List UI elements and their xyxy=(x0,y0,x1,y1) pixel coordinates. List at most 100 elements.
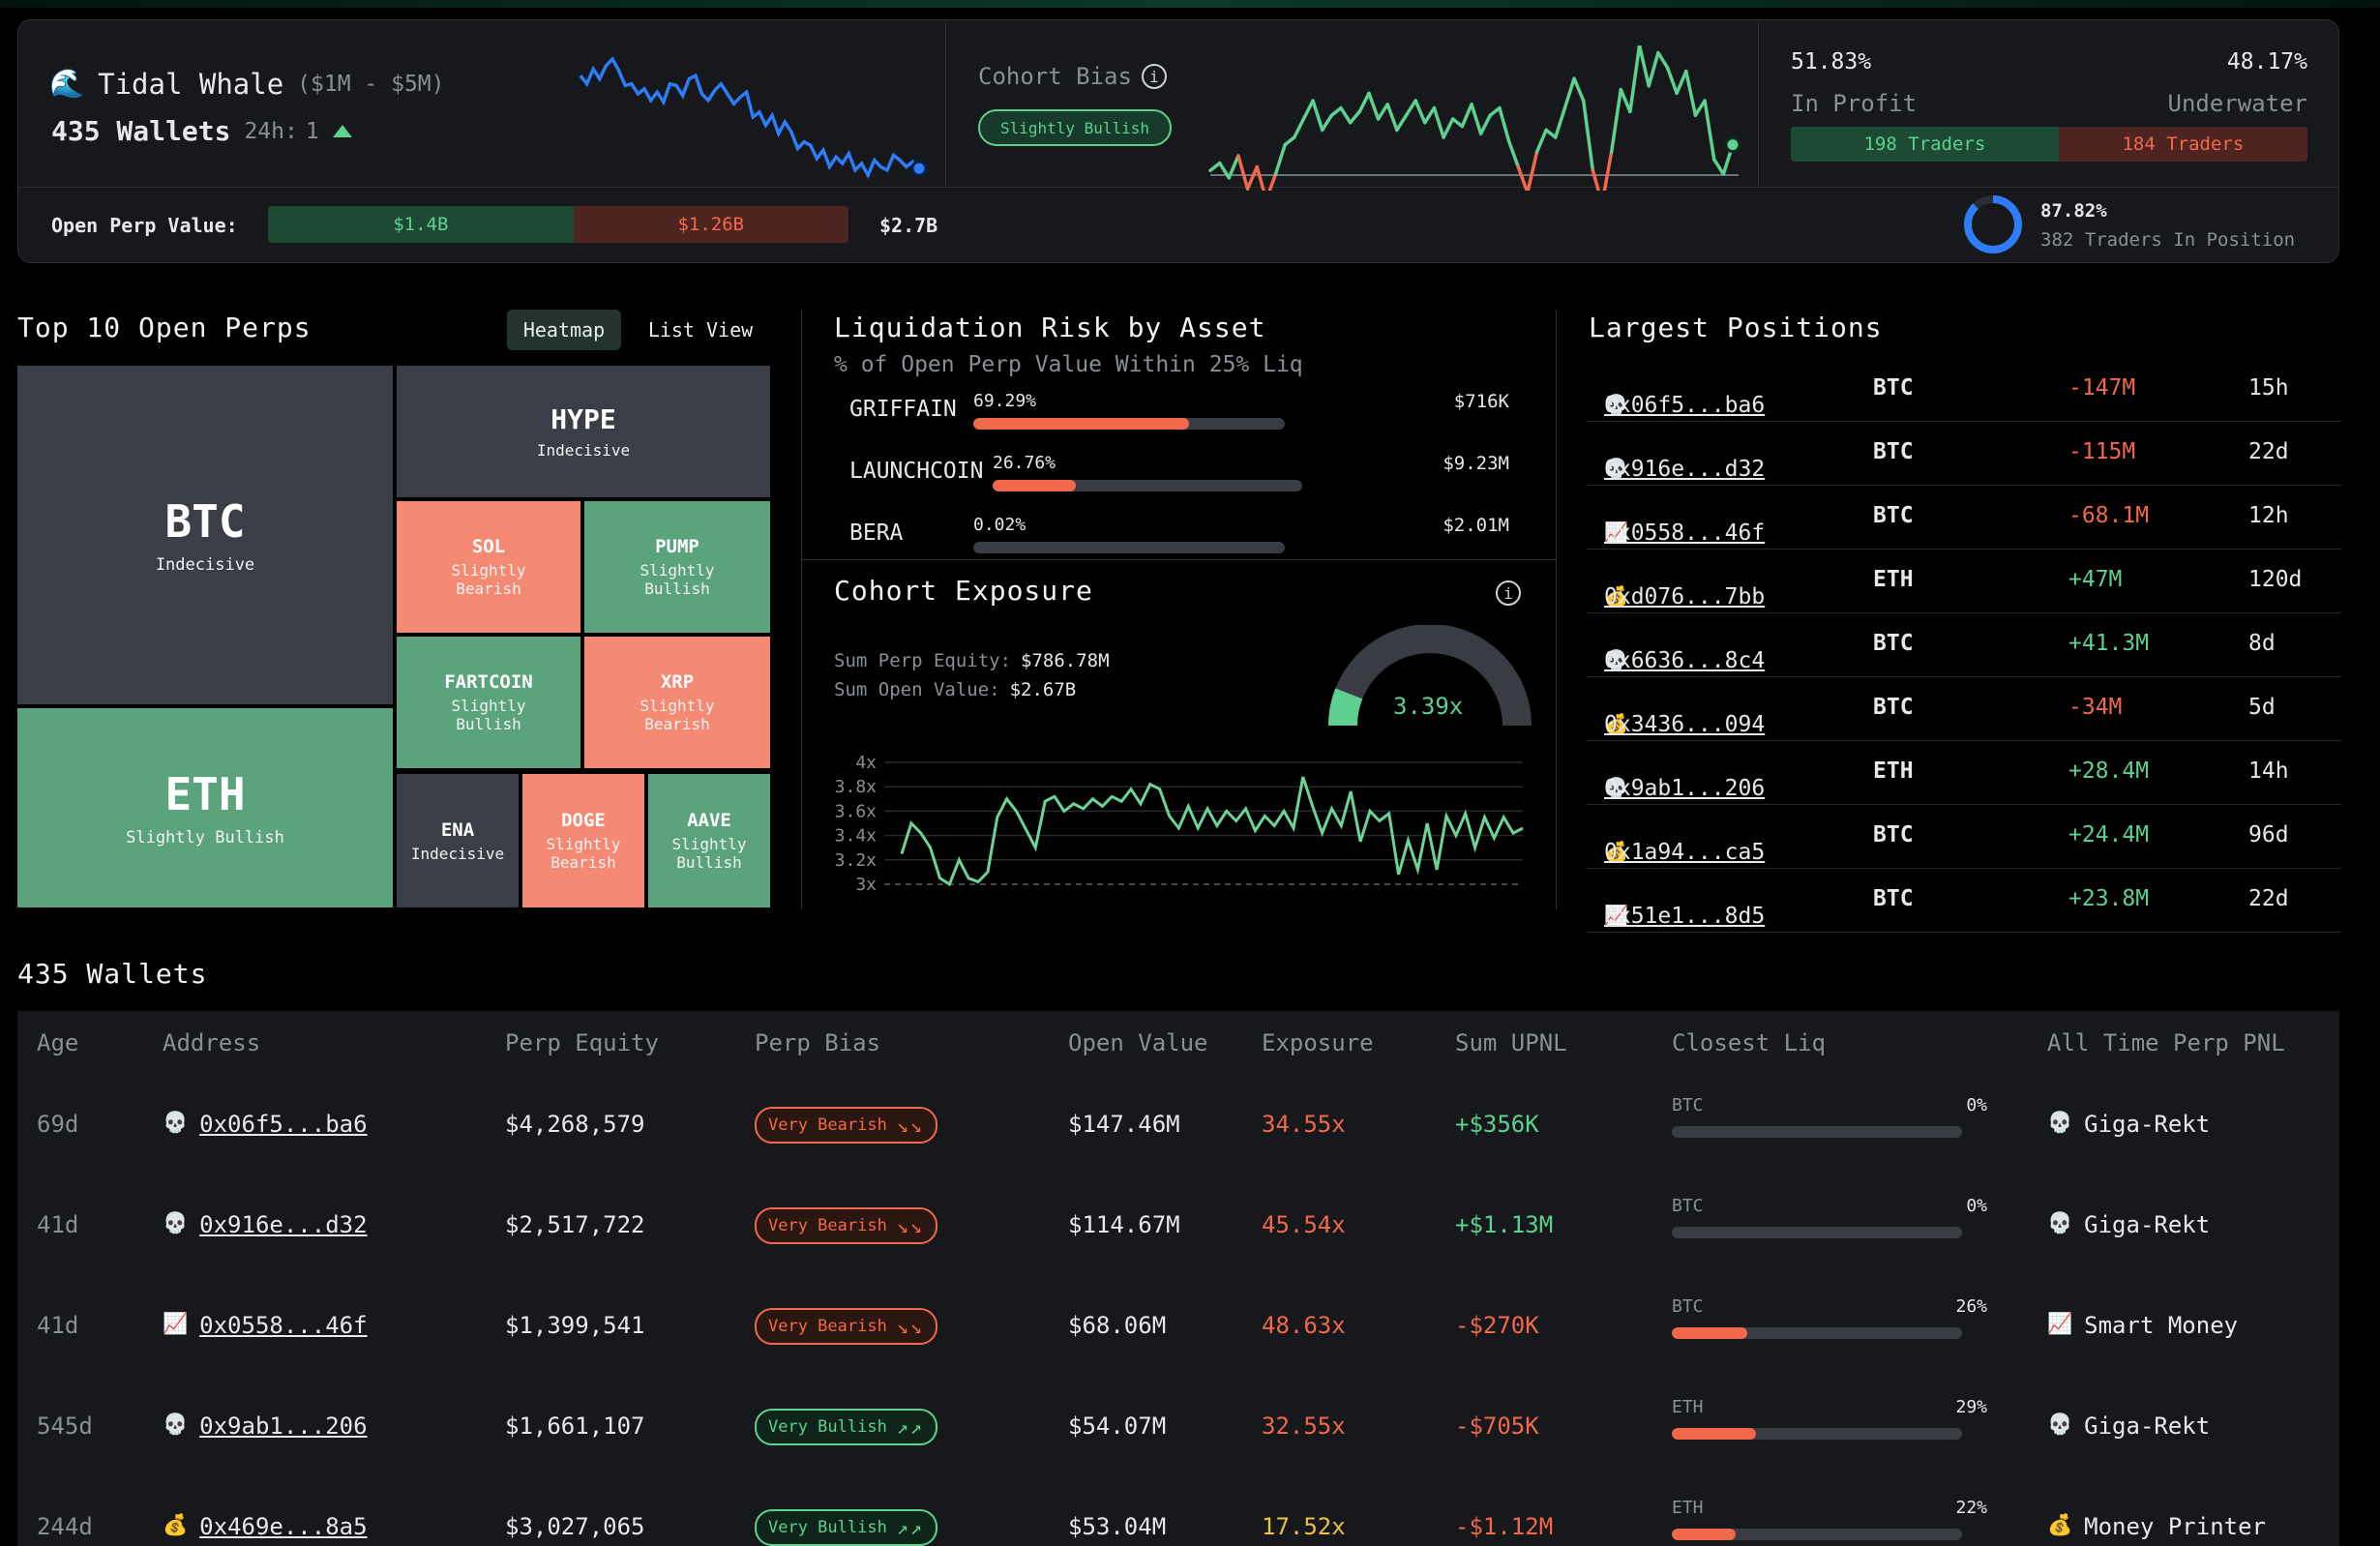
position-age: 15h xyxy=(2248,375,2289,401)
col-age[interactable]: Age xyxy=(37,1029,79,1056)
row-liq-bar xyxy=(1672,1126,1962,1138)
bias-sparkline-segment xyxy=(1301,99,1315,121)
tile-name: BTC xyxy=(164,495,246,548)
col-open-value[interactable]: Open Value xyxy=(1068,1029,1208,1056)
liq-asset-griffain: GRIFFAIN xyxy=(849,397,957,422)
cohort-summary-card: 🌊 Tidal Whale ($1M - $5M) 435 Wallets 24… xyxy=(17,19,2339,263)
col-address[interactable]: Address xyxy=(163,1029,261,1056)
col-all-time-pnl[interactable]: All Time Perp PNL xyxy=(2047,1029,2285,1056)
bias-sparkline-segment xyxy=(1516,164,1529,191)
profit-label: In Profit xyxy=(1791,90,1918,117)
position-row[interactable]: 💀 0x9ab1...206 ETH +28.4M 14h xyxy=(1587,741,2341,805)
tile-doge[interactable]: DOGE Slightly Bearish xyxy=(522,774,644,907)
sum-open-value: $2.67B xyxy=(1009,679,1077,700)
bias-sparkline-segment xyxy=(1675,69,1688,96)
table-row[interactable]: 244d 💰 0x469e...8a5 $3,027,065 Very Bullish ↗… xyxy=(17,1478,2339,1546)
row-address-link[interactable]: 0x06f5...ba6 xyxy=(199,1111,368,1138)
position-value: -34M xyxy=(2068,695,2123,720)
liq-fill-launchcoin xyxy=(993,480,1076,491)
exposure-series-line xyxy=(900,776,1524,887)
col-exposure[interactable]: Exposure xyxy=(1262,1029,1374,1056)
wave-icon: 🌊 xyxy=(49,67,85,100)
tile-sol[interactable]: SOL Slightly Bearish xyxy=(397,501,580,633)
sum-equity-label: Sum Perp Equity: xyxy=(834,650,1012,671)
row-pnl-label: Giga-Rekt xyxy=(2084,1412,2211,1440)
tile-fartcoin[interactable]: FARTCOIN Slightly Bullish xyxy=(397,637,580,768)
position-asset: BTC xyxy=(1873,695,1914,720)
skull-icon: 💀 xyxy=(2047,1211,2073,1234)
position-row[interactable]: 💀 0x06f5...ba6 BTC -147M 15h xyxy=(1587,358,2341,422)
info-icon[interactable]: i xyxy=(1141,64,1167,89)
position-address-link[interactable]: 0x1a94...ca5 xyxy=(1604,840,1766,865)
position-age: 22d xyxy=(2248,886,2289,911)
position-address-link[interactable]: 0x6636...8c4 xyxy=(1604,648,1766,673)
exposure-chart: 4x 3.8x 3.6x 3.4x 3.2x 3x xyxy=(835,753,1524,895)
row-exposure: 48.63x xyxy=(1262,1312,1346,1339)
tile-ena[interactable]: ENA Indecisive xyxy=(397,774,519,907)
tile-status: Slightly Bullish xyxy=(451,697,526,733)
row-liq-asset: BTC xyxy=(1672,1196,1704,1216)
tile-status: Slightly Bearish xyxy=(451,561,526,598)
money-icon: 💰 xyxy=(1604,712,1628,735)
position-row[interactable]: 📈 0x0558...46f BTC -68.1M 12h xyxy=(1587,486,2341,550)
wallets-table xyxy=(17,1011,2339,1546)
position-age: 12h xyxy=(2248,503,2289,528)
col-perp-bias[interactable]: Perp Bias xyxy=(755,1029,881,1056)
position-address-link[interactable]: 0xd076...7bb xyxy=(1604,584,1766,609)
tile-xrp[interactable]: XRP Slightly Bearish xyxy=(584,637,770,768)
position-row[interactable]: 💀 0x6636...8c4 BTC +41.3M 8d xyxy=(1587,613,2341,677)
row-address-link[interactable]: 0x0558...46f xyxy=(199,1312,368,1339)
row-address-link[interactable]: 0x469e...8a5 xyxy=(199,1513,368,1540)
row-sum-upnl: -$1.12M xyxy=(1455,1513,1554,1540)
row-liq-fill xyxy=(1672,1529,1736,1540)
bias-sparkline-lines xyxy=(1208,45,1735,191)
tab-heatmap[interactable]: Heatmap xyxy=(507,310,621,350)
bias-sparkline-segment xyxy=(1544,128,1558,139)
tile-eth[interactable]: ETH Slightly Bullish xyxy=(17,708,393,907)
tile-btc[interactable]: BTC Indecisive xyxy=(17,366,393,704)
row-perp-equity: $2,517,722 xyxy=(505,1211,645,1238)
row-address-link[interactable]: 0x9ab1...206 xyxy=(199,1412,368,1440)
tile-aave[interactable]: AAVE Slightly Bullish xyxy=(648,774,770,907)
table-row[interactable]: 545d 💀 0x9ab1...206 $1,661,107 Very Bullish ↗… xyxy=(17,1378,2339,1478)
position-address-link[interactable]: 0x06f5...ba6 xyxy=(1604,393,1766,418)
open-perp-bar: $1.4B $1.26B xyxy=(268,206,848,243)
position-address-link[interactable]: 0x9ab1...206 xyxy=(1604,776,1766,801)
col-closest-liq[interactable]: Closest Liq xyxy=(1672,1029,1826,1056)
position-asset: BTC xyxy=(1873,822,1914,847)
bias-sparkline-segment xyxy=(1311,99,1324,133)
table-row[interactable]: 41d 💀 0x916e...d32 $2,517,722 Very Bearish ↘↘… xyxy=(17,1176,2339,1277)
position-row[interactable]: 📈 0x51e1...8d5 BTC +23.8M 22d xyxy=(1587,869,2341,933)
row-age: 244d xyxy=(37,1513,93,1540)
position-address-link[interactable]: 0x0558...46f xyxy=(1604,520,1766,546)
y-tick-label: 3.8x xyxy=(835,777,878,797)
position-address-link[interactable]: 0x3436...094 xyxy=(1604,712,1766,737)
position-row[interactable]: 💀 0x916e...d32 BTC -115M 22d xyxy=(1587,422,2341,486)
exposure-info-icon[interactable]: i xyxy=(1496,580,1521,606)
row-pnl-label: Giga-Rekt xyxy=(2084,1111,2211,1138)
table-row[interactable]: 41d 📈 0x0558...46f $1,399,541 Very Bearish ↘↘… xyxy=(17,1277,2339,1378)
trend-up-icon: ↗↗ xyxy=(896,1415,924,1439)
row-pnl-label: Smart Money xyxy=(2084,1312,2239,1339)
row-address-link[interactable]: 0x916e...d32 xyxy=(199,1211,368,1238)
tab-list-view[interactable]: List View xyxy=(633,310,768,350)
position-row[interactable]: 💰 0xd076...7bb ETH +47M 120d xyxy=(1587,550,2341,613)
row-bias-badge: Very Bearish ↘↘ xyxy=(755,1107,937,1144)
position-row[interactable]: 💰 0x3436...094 BTC -34M 5d xyxy=(1587,677,2341,741)
table-row[interactable]: 69d 💀 0x06f5...ba6 $4,268,579 Very Bearish ↘↘… xyxy=(17,1076,2339,1176)
col-perp-equity[interactable]: Perp Equity xyxy=(505,1029,659,1056)
position-row[interactable]: 💰 0x1a94...ca5 BTC +24.4M 96d xyxy=(1587,805,2341,869)
tile-hype[interactable]: HYPE Indecisive xyxy=(397,366,770,497)
bias-sparkline-segment xyxy=(1602,150,1614,191)
col-sum-upnl[interactable]: Sum UPNL xyxy=(1455,1029,1567,1056)
bias-sparkline-segment xyxy=(1693,99,1707,117)
y-tick-label: 3.2x xyxy=(835,850,878,871)
bias-sparkline-segment xyxy=(1357,91,1371,114)
position-address-link[interactable]: 0x51e1...8d5 xyxy=(1604,904,1766,929)
position-address-link[interactable]: 0x916e...d32 xyxy=(1604,457,1766,482)
row-exposure: 34.55x xyxy=(1262,1111,1346,1138)
row-bias-text: Very Bearish xyxy=(768,1317,887,1336)
bias-sparkline-segment xyxy=(1534,128,1548,154)
tile-pump[interactable]: PUMP Slightly Bullish xyxy=(584,501,770,633)
bias-sparkline-segment xyxy=(1619,87,1632,114)
